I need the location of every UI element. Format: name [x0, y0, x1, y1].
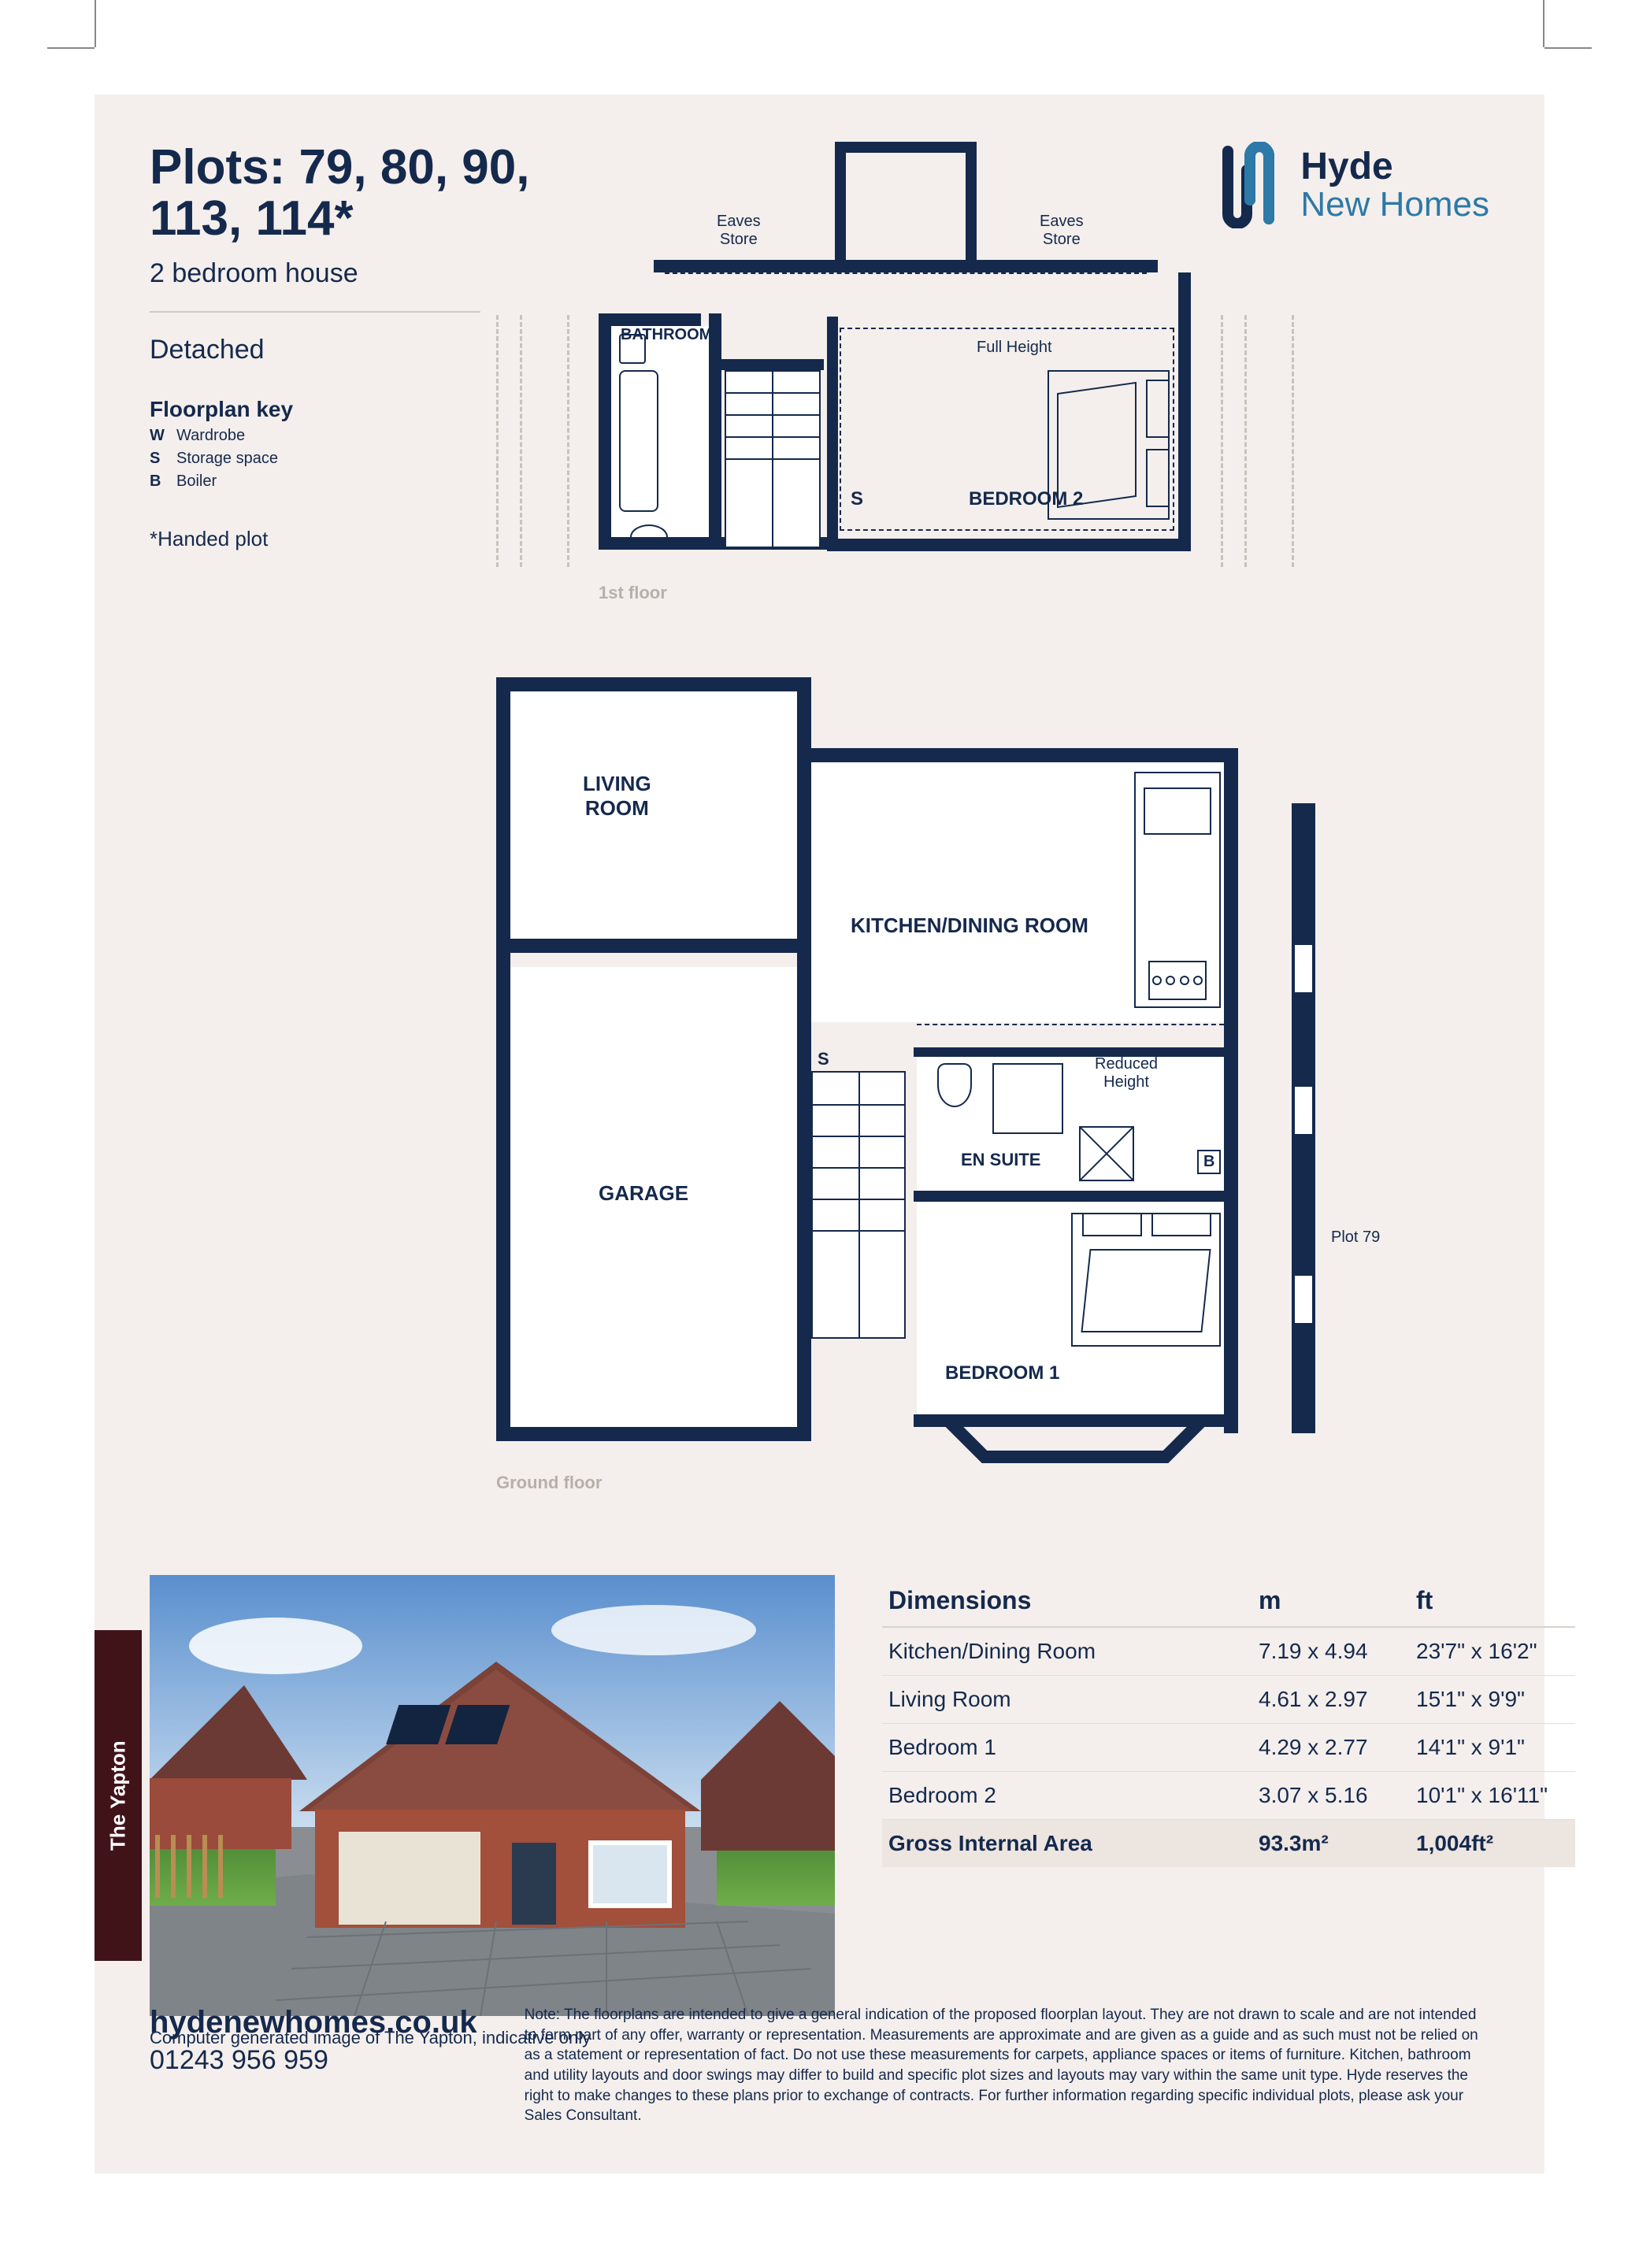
- plot-side-label: Plot 79: [1331, 1228, 1380, 1247]
- bedroom1-label: BEDROOM 1: [945, 1362, 1059, 1384]
- full-height-label: Full Height: [977, 339, 1052, 357]
- col-m: m: [1252, 1575, 1410, 1627]
- logo-line2: New Homes: [1300, 187, 1489, 223]
- kitchen-label: KITCHEN/DINING ROOM: [851, 914, 1088, 938]
- reduced-height-label: Reduced Height: [1095, 1055, 1158, 1091]
- footer-tel: 01243 956 959: [150, 2045, 477, 2076]
- table-row: Bedroom 23.07 x 5.1610'1" x 16'11": [882, 1772, 1575, 1820]
- ensuite-label: EN SUITE: [961, 1150, 1040, 1170]
- eaves-store-right: Eaves Store: [1040, 213, 1084, 249]
- dims-title: Dimensions: [882, 1575, 1252, 1627]
- first-floor-plan: Eaves Store Eaves Store BATHROOM: [599, 142, 1197, 630]
- divider: [150, 311, 480, 313]
- neighbour-dash: [567, 315, 569, 567]
- brand-logo: Hyde New Homes: [1214, 142, 1489, 228]
- s-ground-label: S: [818, 1049, 829, 1069]
- ground-floor-plan: LIVING ROOM KITCHEN/DINING ROOM GARAGE: [441, 677, 1402, 1544]
- brochure-sheet: Plots: 79, 80, 90, 113, 114* 2 bedroom h…: [95, 94, 1544, 2174]
- col-ft: ft: [1410, 1575, 1575, 1627]
- s-label: S: [851, 488, 863, 510]
- logo-line1: Hyde: [1300, 147, 1489, 187]
- neighbour-dash: [520, 315, 522, 567]
- eaves-store-left: Eaves Store: [717, 213, 761, 249]
- plots-title: Plots: 79, 80, 90, 113, 114*: [150, 142, 559, 244]
- subtitle: 2 bedroom house: [150, 258, 559, 289]
- dimensions-table: Dimensions m ft Kitchen/Dining Room7.19 …: [882, 1575, 1575, 1867]
- neighbour-dash: [1244, 315, 1247, 567]
- house-render: [150, 1575, 835, 2016]
- table-row: Bedroom 14.29 x 2.7714'1" x 9'1": [882, 1724, 1575, 1772]
- neighbour-dash: [1292, 315, 1294, 567]
- footer-url: hydenewhomes.co.uk: [150, 2005, 477, 2040]
- model-name-tab: The Yapton: [95, 1630, 142, 1961]
- footer-note: Note: The floorplans are intended to giv…: [525, 2005, 1489, 2126]
- table-row: Living Room4.61 x 2.9715'1" x 9'9": [882, 1676, 1575, 1724]
- first-floor-label: 1st floor: [599, 583, 667, 603]
- logo-text: Hyde New Homes: [1300, 147, 1489, 224]
- garage-label: GARAGE: [599, 1181, 688, 1206]
- plots-title-l2: 113, 114*: [150, 191, 354, 246]
- footer: hydenewhomes.co.uk 01243 956 959 Note: T…: [150, 2005, 1489, 2126]
- logo-icon: [1214, 142, 1283, 228]
- neighbour-dash: [496, 315, 499, 567]
- plots-title-l1: Plots: 79, 80, 90,: [150, 140, 529, 195]
- footer-contact: hydenewhomes.co.uk 01243 956 959: [150, 2005, 477, 2076]
- living-room-label: LIVING ROOM: [583, 772, 651, 821]
- table-row: Kitchen/Dining Room7.19 x 4.9423'7" x 16…: [882, 1627, 1575, 1676]
- neighbour-dash: [1221, 315, 1223, 567]
- ground-floor-label: Ground floor: [496, 1473, 602, 1493]
- page: Plots: 79, 80, 90, 113, 114* 2 bedroom h…: [0, 0, 1639, 2268]
- table-row-total: Gross Internal Area93.3m²1,004ft²: [882, 1820, 1575, 1868]
- boiler-label: B: [1197, 1150, 1221, 1174]
